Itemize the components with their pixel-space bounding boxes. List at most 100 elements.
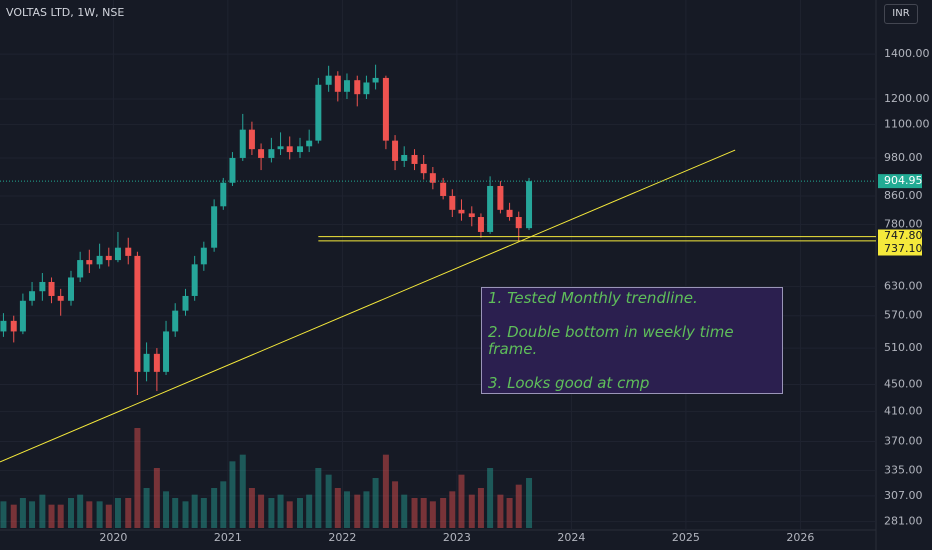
candle-body <box>220 182 227 207</box>
volume-bar <box>67 498 74 528</box>
volume-bar <box>29 501 36 528</box>
candle-body <box>268 149 275 158</box>
candle-body <box>506 209 513 218</box>
candle-body <box>200 247 207 265</box>
candle-body <box>277 146 284 150</box>
volume-bar <box>458 474 465 528</box>
volume-bar <box>526 478 533 528</box>
volume-bar <box>354 494 361 528</box>
volume-bar <box>77 494 84 528</box>
candle-body <box>449 195 456 210</box>
y-tick-label: 281.00 <box>884 515 923 528</box>
volume-bar <box>96 501 103 528</box>
candle-body <box>114 247 121 261</box>
candle-body <box>325 75 332 85</box>
candle-body <box>487 185 494 232</box>
y-tick-label: 630.00 <box>884 280 923 293</box>
y-tick-label: 450.00 <box>884 378 923 391</box>
volume-bar <box>297 498 304 528</box>
annotation-line: 3. Looks good at cmp <box>488 374 650 392</box>
candle-body <box>182 295 189 311</box>
candle-body <box>57 295 64 301</box>
x-tick-label: 2023 <box>443 531 471 544</box>
volume-bar <box>182 501 189 528</box>
volume-bar <box>0 501 7 528</box>
volume-bar <box>468 494 475 528</box>
volume-bar <box>506 498 513 528</box>
candle-body <box>134 255 141 372</box>
level-label: 747.80 <box>884 229 923 242</box>
candle-body <box>229 157 236 183</box>
level-label: 737.10 <box>884 242 923 255</box>
volume-bar <box>258 494 265 528</box>
last-price-bg <box>878 174 922 189</box>
candle-body <box>306 140 313 147</box>
symbol-title: VOLTAS LTD, 1W, NSE <box>6 6 125 19</box>
volume-bar <box>268 498 275 528</box>
volume-bar <box>325 474 332 528</box>
volume-bar <box>48 504 55 528</box>
volume-bar <box>411 498 418 528</box>
volume-bar <box>125 498 132 528</box>
volume-bar <box>172 498 179 528</box>
candle-body <box>96 255 103 265</box>
candle-body <box>239 129 246 158</box>
candle-body <box>429 173 436 183</box>
currency-button[interactable]: INR <box>884 4 918 24</box>
volume-bar <box>229 461 236 528</box>
candle-body <box>334 75 341 92</box>
candle-body <box>411 154 418 164</box>
y-tick-label: 1100.00 <box>884 117 930 130</box>
volume-bar <box>515 484 522 528</box>
volume-bar <box>429 501 436 528</box>
candle-body <box>372 77 379 83</box>
y-tick-label: 980.00 <box>884 151 923 164</box>
candle-body <box>10 320 17 332</box>
last-price-label: 904.95 <box>884 174 923 187</box>
candle-body <box>468 213 475 218</box>
candle-body <box>191 264 198 296</box>
volume-bar <box>372 478 379 528</box>
candle-body <box>48 281 55 296</box>
volume-bar <box>449 491 456 528</box>
x-tick-label: 2020 <box>99 531 127 544</box>
candle-body <box>86 260 93 265</box>
candle-body <box>172 310 179 332</box>
x-tick-label: 2022 <box>328 531 356 544</box>
y-tick-label: 410.00 <box>884 405 923 418</box>
annotation-line: 2. Double bottom in weekly time frame. <box>488 323 734 358</box>
candle-body <box>211 206 218 248</box>
candle-body <box>497 185 504 210</box>
candle-body <box>297 146 304 153</box>
y-tick-label: 335.00 <box>884 463 923 476</box>
candle-body <box>163 331 170 372</box>
volume-bar <box>286 501 293 528</box>
volume-bar <box>134 428 141 528</box>
candle-body <box>440 182 447 196</box>
volume-bar <box>153 468 160 528</box>
candle-body <box>0 320 7 332</box>
candle-body <box>363 82 370 95</box>
x-tick-label: 2025 <box>672 531 700 544</box>
candle-body <box>67 277 74 301</box>
candle-body <box>354 80 361 95</box>
volume-bar <box>440 498 447 528</box>
volume-bar <box>211 488 218 528</box>
volume-bar <box>39 494 46 528</box>
candle-body <box>401 154 408 161</box>
candle-body <box>143 353 150 372</box>
volume-bar <box>220 481 227 528</box>
candle-body <box>515 217 522 229</box>
volume-bar <box>392 481 399 528</box>
annotation-line: 1. Tested Monthly trendline. <box>488 289 698 307</box>
candle-body <box>343 80 350 92</box>
level-label-bg <box>878 242 922 256</box>
volume-bar <box>191 494 198 528</box>
volume-bar <box>10 504 17 528</box>
candle-body <box>29 291 36 301</box>
volume-bar <box>343 491 350 528</box>
y-tick-label: 1400.00 <box>884 47 930 60</box>
volume-bar <box>19 498 26 528</box>
